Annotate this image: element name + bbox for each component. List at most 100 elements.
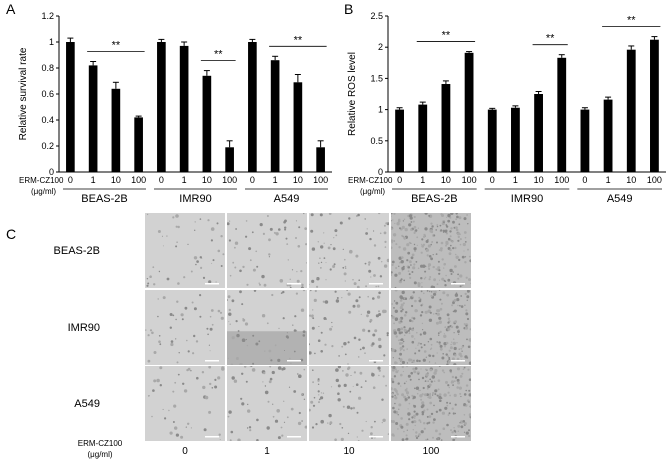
micrograph-image xyxy=(227,213,307,288)
chart-a: A 0 0.2 0.4 0.6 0.8 1 1.2 Relative survival rate… xyxy=(6,1,332,205)
bar xyxy=(626,49,636,172)
bar xyxy=(66,42,75,172)
unit-label: (μg/ml) xyxy=(360,187,385,196)
significance-label: ** xyxy=(546,33,555,45)
micrograph-image xyxy=(145,290,225,365)
significance-label: ** xyxy=(112,40,121,52)
micrograph-treatment-label: ERM-CZ100 (μg/ml) xyxy=(70,438,130,460)
group-label: BEAS-2B xyxy=(81,193,127,205)
x-tick-label: 100 xyxy=(222,175,237,185)
y-tick-label: 1 xyxy=(49,37,54,47)
micrograph-row-label: BEAS-2B xyxy=(53,245,100,257)
bar xyxy=(270,60,280,173)
x-tick-label: 0 xyxy=(68,175,73,185)
bar xyxy=(603,99,613,172)
bar xyxy=(248,42,257,172)
micrograph-column-label: 10 xyxy=(343,446,355,457)
x-tick-label: 0 xyxy=(159,175,164,185)
y-tick-label: 2 xyxy=(378,42,383,52)
micrograph-column-label: 0 xyxy=(182,446,188,457)
bar xyxy=(134,117,143,172)
y-tick-label: 0.2 xyxy=(41,141,54,151)
x-tick-label: 100 xyxy=(554,175,569,185)
bar xyxy=(580,109,590,172)
micrograph-unit: (μg/ml) xyxy=(87,450,113,459)
x-tick-label: 10 xyxy=(534,175,544,185)
bar xyxy=(418,104,428,172)
x-tick-label: 10 xyxy=(441,175,451,185)
micrograph-image xyxy=(227,290,307,365)
treatment-label: ERM-CZ100 xyxy=(19,176,64,185)
y-tick-label: 2.5 xyxy=(370,11,383,21)
y-tick-label: 0.6 xyxy=(41,89,54,99)
y-tick-label: 1.2 xyxy=(41,11,54,21)
micrograph-image xyxy=(145,366,225,441)
group-label: BEAS-2B xyxy=(411,193,457,205)
group-label: IMR90 xyxy=(511,193,543,205)
x-tick-label: 0 xyxy=(250,175,255,185)
x-tick-label: 1 xyxy=(606,175,611,185)
x-tick-label: 10 xyxy=(202,175,212,185)
bar xyxy=(202,75,212,172)
bar xyxy=(316,147,325,172)
significance-label: ** xyxy=(442,30,451,42)
panel-letter-c: C xyxy=(6,226,17,242)
x-tick-label: 1 xyxy=(513,175,518,185)
micrograph-image xyxy=(391,366,471,441)
significance-label: ** xyxy=(214,49,223,61)
x-tick-label: 1 xyxy=(273,175,278,185)
micrograph-image xyxy=(227,366,307,441)
x-tick-label: 100 xyxy=(313,175,328,185)
x-tick-label: 100 xyxy=(131,175,146,185)
significance-label: ** xyxy=(294,34,303,46)
micrograph-row-label: IMR90 xyxy=(67,322,100,334)
bar xyxy=(464,52,474,172)
y-tick-label: 0 xyxy=(49,167,54,177)
y-tick-label: 0.5 xyxy=(370,136,383,146)
panel-letter-a: A xyxy=(6,1,16,17)
micrograph-treatment-name: ERM-CZ100 xyxy=(77,439,123,448)
bar xyxy=(293,82,303,172)
bar xyxy=(441,84,451,172)
group-label: A549 xyxy=(607,193,633,205)
micrograph-column-label: 1 xyxy=(264,446,270,457)
x-tick-label: 0 xyxy=(397,175,402,185)
bar xyxy=(534,94,543,172)
x-tick-label: 10 xyxy=(293,175,303,185)
y-tick-label: 0.8 xyxy=(41,63,54,73)
bar xyxy=(557,57,567,172)
micrograph-image xyxy=(309,213,389,288)
chart-b: B 0 0.5 1 1.5 2 2.5 Relative ROS level ERM-CZ100… xyxy=(344,1,666,205)
bar xyxy=(179,45,189,172)
y-axis-label: Relative survival rate xyxy=(18,47,29,140)
bar xyxy=(157,42,166,172)
y-tick-label: 0 xyxy=(378,167,383,177)
micrograph-image xyxy=(309,290,389,365)
group-label: IMR90 xyxy=(179,193,211,205)
x-tick-label: 1 xyxy=(420,175,425,185)
micrograph-image xyxy=(309,366,389,441)
x-tick-label: 100 xyxy=(462,175,477,185)
x-tick-label: 10 xyxy=(626,175,636,185)
y-axis-label: Relative ROS level xyxy=(347,52,358,136)
bar xyxy=(511,107,520,172)
significance-label: ** xyxy=(627,15,636,27)
x-tick-label: 10 xyxy=(111,175,121,185)
bar xyxy=(650,39,659,172)
x-tick-label: 1 xyxy=(91,175,96,185)
bar xyxy=(111,88,121,172)
bar xyxy=(487,109,497,172)
x-tick-label: 1 xyxy=(182,175,187,185)
y-tick-label: 0.4 xyxy=(41,115,54,125)
micrograph-image xyxy=(145,213,225,288)
y-tick-label: 1 xyxy=(378,105,383,115)
group-label: A549 xyxy=(274,193,300,205)
micrograph-row-label: A549 xyxy=(74,398,100,410)
y-tick-label: 1.5 xyxy=(370,73,383,83)
x-tick-label: 0 xyxy=(490,175,495,185)
panel-letter-b: B xyxy=(344,1,353,17)
bar xyxy=(395,109,404,172)
micrograph-image xyxy=(391,290,471,365)
micrograph-column-label: 100 xyxy=(422,446,440,457)
